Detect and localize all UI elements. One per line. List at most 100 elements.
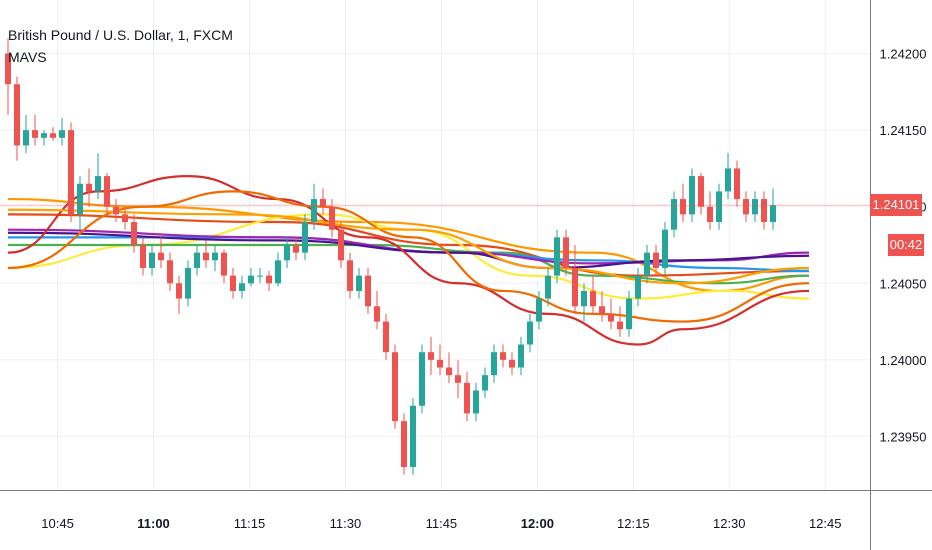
candle <box>698 173 704 215</box>
time-tick-label: 11:15 <box>234 516 266 531</box>
candle <box>356 267 362 299</box>
time-tick-label: 11:00 <box>137 516 170 531</box>
candle-body <box>41 133 47 138</box>
candle <box>554 229 560 284</box>
candle-body <box>761 199 767 223</box>
symbol-title[interactable]: British Pound / U.S. Dollar, 1, FXCM <box>8 27 233 43</box>
price-tick-label: 1.24000 <box>880 353 927 368</box>
candle <box>581 283 587 322</box>
last-price-label: 1.24101 <box>870 194 922 217</box>
candle-body <box>356 275 362 291</box>
candle <box>302 214 308 261</box>
candle-body <box>311 199 317 223</box>
candle-body <box>239 283 245 291</box>
candle <box>635 267 641 307</box>
candle <box>752 191 758 223</box>
candle-body <box>527 321 533 345</box>
time-tick-label: 11:45 <box>426 516 458 531</box>
candle <box>545 267 551 307</box>
candle <box>221 249 227 284</box>
candle <box>410 398 416 475</box>
candle <box>77 176 83 230</box>
candle-body <box>194 252 200 268</box>
candle-body <box>509 359 515 368</box>
candle <box>446 352 452 383</box>
candle-body <box>536 298 542 322</box>
candle <box>401 413 407 475</box>
candle <box>716 183 722 230</box>
candle-body <box>491 352 497 376</box>
time-axis-labels[interactable]: 10:45 11:00 11:15 11:30 11:45 12:00 12:15 12:30… <box>41 516 841 531</box>
candle <box>203 240 209 268</box>
candle-body <box>257 275 263 277</box>
candle-body <box>455 375 461 383</box>
candle-body <box>743 199 749 215</box>
candle <box>734 160 740 207</box>
candle <box>158 237 164 268</box>
candle-body <box>383 321 389 353</box>
candle <box>770 188 776 230</box>
candle-body <box>689 176 695 215</box>
candle-body <box>518 344 524 368</box>
candle <box>455 359 461 399</box>
candle <box>275 252 281 287</box>
candle-body <box>266 275 272 284</box>
candle-body <box>284 245 290 261</box>
moving-average-line <box>7 174 810 346</box>
chart-legend: British Pound / U.S. Dollar, 1, FXCM MAV… <box>8 24 233 68</box>
moving-average-line <box>7 231 810 270</box>
indicator-label[interactable]: MAVS <box>8 49 47 65</box>
candle <box>563 229 569 276</box>
candle <box>491 344 497 383</box>
candle-body <box>122 214 128 223</box>
candle-body <box>716 191 722 223</box>
candle-body <box>473 390 479 414</box>
candle-body <box>32 130 38 138</box>
candle <box>743 191 749 223</box>
candle <box>50 127 56 141</box>
candle <box>671 191 677 238</box>
candle <box>95 153 101 200</box>
moving-average-line <box>7 208 810 285</box>
candle-body <box>392 352 398 422</box>
candle-body <box>599 306 605 314</box>
price-tick-label: 1.24150 <box>880 123 927 138</box>
candle <box>662 222 668 276</box>
candle <box>599 290 605 322</box>
candle-body <box>338 229 344 261</box>
candle <box>374 290 380 330</box>
candle <box>518 336 524 376</box>
candle-body <box>671 199 677 230</box>
time-tick-label: 10:45 <box>41 516 74 531</box>
candle <box>59 117 65 146</box>
candle-body <box>653 252 659 268</box>
candle-body <box>167 260 173 284</box>
candle-body <box>662 229 668 268</box>
time-tick-label: 11:30 <box>330 516 362 531</box>
candle-body <box>734 168 740 200</box>
candle <box>257 267 263 284</box>
candle-body <box>770 205 776 223</box>
candle-body <box>320 199 326 207</box>
candle <box>500 344 506 368</box>
candle <box>680 183 686 223</box>
candle-body <box>572 267 578 307</box>
candle <box>329 199 335 238</box>
candle <box>68 122 74 223</box>
candle-body <box>95 176 101 192</box>
candle-body <box>635 275 641 299</box>
candle-body <box>545 275 551 299</box>
candle <box>104 173 110 215</box>
candle-body <box>293 245 299 253</box>
time-tick-label: 12:30 <box>713 516 746 531</box>
candle-body <box>212 252 218 261</box>
candle-body <box>14 84 20 146</box>
candle-body <box>113 206 119 215</box>
candle-body <box>401 421 407 468</box>
candle-body <box>590 290 596 307</box>
candle-body <box>698 176 704 207</box>
candle-body <box>608 313 614 322</box>
candle-body <box>617 321 623 330</box>
moving-average-line <box>7 213 810 277</box>
